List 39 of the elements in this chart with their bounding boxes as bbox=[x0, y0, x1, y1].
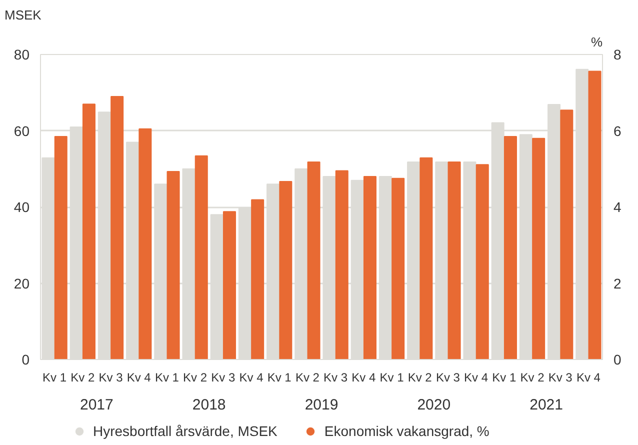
x-tick-label: Kv 1 bbox=[267, 370, 292, 384]
x-tick-label: Kv 2 bbox=[408, 370, 432, 384]
text: 2018 bbox=[192, 396, 226, 414]
legend-label: Hyresbortfall årsvärde, MSEK bbox=[93, 423, 278, 439]
x-tick-label: Kv 2 bbox=[295, 370, 320, 384]
y2-tick-label: 0 bbox=[614, 352, 622, 368]
y-tick-label: 80 bbox=[14, 46, 30, 62]
text: 2017 bbox=[80, 396, 114, 414]
x-tick-label: Kv 1 bbox=[42, 370, 67, 384]
text: 2021 bbox=[530, 396, 563, 414]
x-tick-label: Kv 4 bbox=[464, 370, 488, 384]
y-tick-label: 20 bbox=[14, 275, 30, 292]
x-tick-label: Kv 4 bbox=[126, 370, 152, 384]
x-tick-label: Kv 3 bbox=[548, 370, 573, 384]
text: 2019 bbox=[304, 396, 338, 414]
legend-label: Ekonomisk vakansgrad, % bbox=[324, 423, 490, 439]
y2-tick-label: 6 bbox=[614, 122, 622, 139]
x-tick-label: Kv 1 bbox=[492, 370, 516, 384]
y2-tick-label: 2 bbox=[614, 275, 622, 292]
y2-tick-label: 4 bbox=[614, 199, 622, 215]
y-tick-label: 40 bbox=[14, 199, 30, 215]
y-tick-label: 0 bbox=[22, 352, 30, 368]
y2-axis-title: % bbox=[590, 34, 603, 50]
y-tick-label: 60 bbox=[14, 122, 30, 139]
x-tick-label: Kv 1 bbox=[380, 370, 404, 384]
y2-tick-label: 8 bbox=[614, 46, 622, 62]
x-tick-label: Kv 4 bbox=[576, 370, 601, 384]
x-tick-label: Kv 3 bbox=[324, 370, 348, 384]
x-tick-label: Kv 3 bbox=[211, 370, 236, 384]
x-tick-label: Kv 3 bbox=[436, 370, 460, 384]
x-tick-label: Kv 3 bbox=[98, 370, 124, 384]
x-tick-label: Kv 2 bbox=[520, 370, 545, 384]
y-axis-title: MSEK bbox=[4, 8, 42, 22]
x-tick-label: Kv 2 bbox=[183, 370, 208, 384]
x-tick-label: Kv 4 bbox=[239, 370, 264, 384]
text: 2020 bbox=[417, 396, 451, 414]
x-tick-label: Kv 4 bbox=[352, 370, 376, 384]
x-tick-label: Kv 2 bbox=[70, 370, 95, 384]
x-tick-label: Kv 1 bbox=[154, 370, 180, 384]
